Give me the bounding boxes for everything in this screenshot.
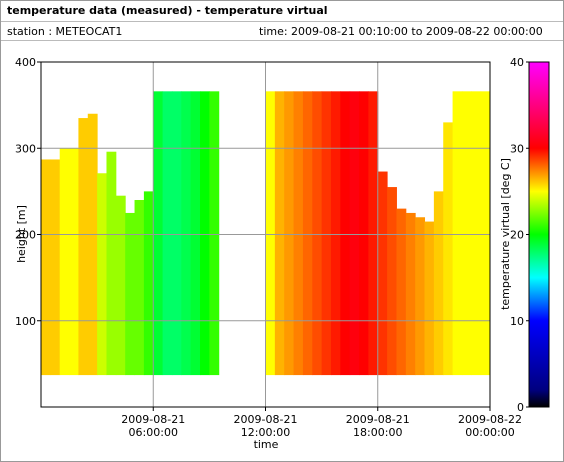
heat-cell: [284, 91, 295, 376]
heat-cell: [340, 91, 351, 376]
x-tick-label: 2009-08-21 12:00:00: [234, 413, 298, 439]
plot-frame: [40, 61, 491, 408]
heat-cell: [349, 91, 360, 376]
heat-cell: [293, 91, 304, 376]
separator: [1, 21, 563, 22]
separator: [1, 40, 563, 41]
heat-cell: [97, 173, 107, 376]
heat-cell: [125, 212, 136, 376]
heat-cell: [415, 217, 426, 376]
heat-cell: [153, 91, 164, 376]
y-tick-label: 300: [15, 142, 36, 155]
heat-cell: [69, 148, 79, 376]
y-axis-label: height [m]: [15, 205, 28, 263]
heat-cell: [480, 91, 491, 376]
heat-cell: [330, 91, 341, 376]
heat-cell: [359, 91, 369, 376]
heat-cell: [50, 159, 61, 376]
colorbar-tick-label: 10: [510, 315, 524, 328]
heat-cell: [41, 159, 51, 376]
heat-cell: [274, 91, 285, 376]
heat-cell: [471, 91, 482, 376]
heat-cell: [405, 212, 416, 376]
y-tick-label: 200: [15, 229, 36, 242]
heat-cell: [312, 91, 323, 376]
x-tick-label: 2009-08-22 00:00:00: [458, 413, 522, 439]
heat-cell: [190, 91, 201, 376]
colorbar-label: temperature virtual [deg C]: [499, 158, 512, 310]
heat-cell: [59, 148, 70, 376]
colorbar-tick-label: 40: [510, 56, 524, 69]
x-tick-label: 2009-08-21 18:00:00: [346, 413, 410, 439]
colorbar: [528, 61, 550, 408]
y-tick-label: 100: [15, 315, 36, 328]
heat-cell: [78, 118, 89, 376]
heat-cell: [162, 91, 173, 376]
x-tick-label: 2009-08-21 06:00:00: [121, 413, 185, 439]
time-range: time: 2009-08-21 00:10:00 to 2009-08-22 …: [259, 25, 543, 38]
heat-cell: [302, 91, 313, 376]
heat-cell: [143, 191, 154, 376]
heat-cell: [377, 171, 388, 376]
x-axis-label: time: [254, 438, 279, 451]
heat-cell: [321, 91, 332, 376]
heat-cell: [200, 91, 210, 376]
window-title: temperature data (measured) - temperatur…: [7, 4, 328, 17]
heat-cell: [115, 195, 126, 376]
heat-cell: [87, 113, 98, 376]
heat-cell: [387, 187, 397, 376]
heat-cell: [209, 91, 220, 376]
heat-cell: [443, 122, 454, 376]
y-tick-label: 400: [15, 56, 36, 69]
colorbar-tick-label: 0: [517, 401, 524, 414]
heat-cell: [106, 151, 117, 376]
colorbar-tick-label: 20: [510, 229, 524, 242]
station-label: station : METEOCAT1: [7, 25, 123, 38]
heat-cell: [134, 200, 145, 376]
heat-cell: [181, 91, 192, 376]
heat-cell: [433, 191, 444, 376]
heat-cell: [396, 208, 407, 376]
heat-cell: [171, 91, 182, 376]
heat-cell: [368, 91, 379, 376]
heat-cell: [461, 91, 472, 376]
heat-cell: [265, 91, 276, 376]
colorbar-tick-label: 30: [510, 142, 524, 155]
heat-cell: [424, 221, 435, 376]
heat-cell: [452, 91, 463, 376]
